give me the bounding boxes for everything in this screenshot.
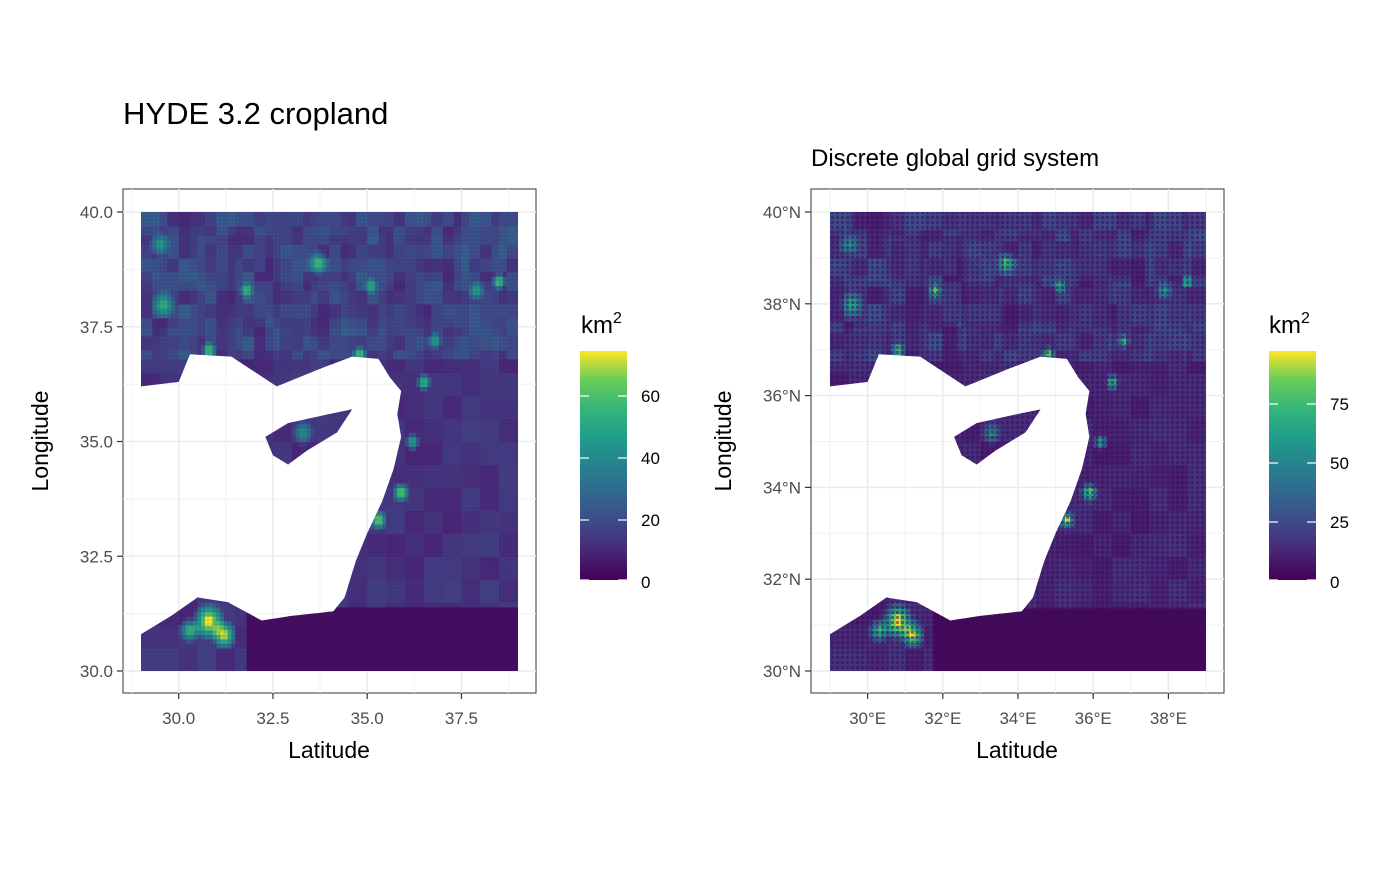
panel-hyde-cropland: HYDE 3.2 cropland 30.0 32.5 35.0 37.5 40… [27,96,660,763]
chart-title: HYDE 3.2 cropland [123,96,388,131]
